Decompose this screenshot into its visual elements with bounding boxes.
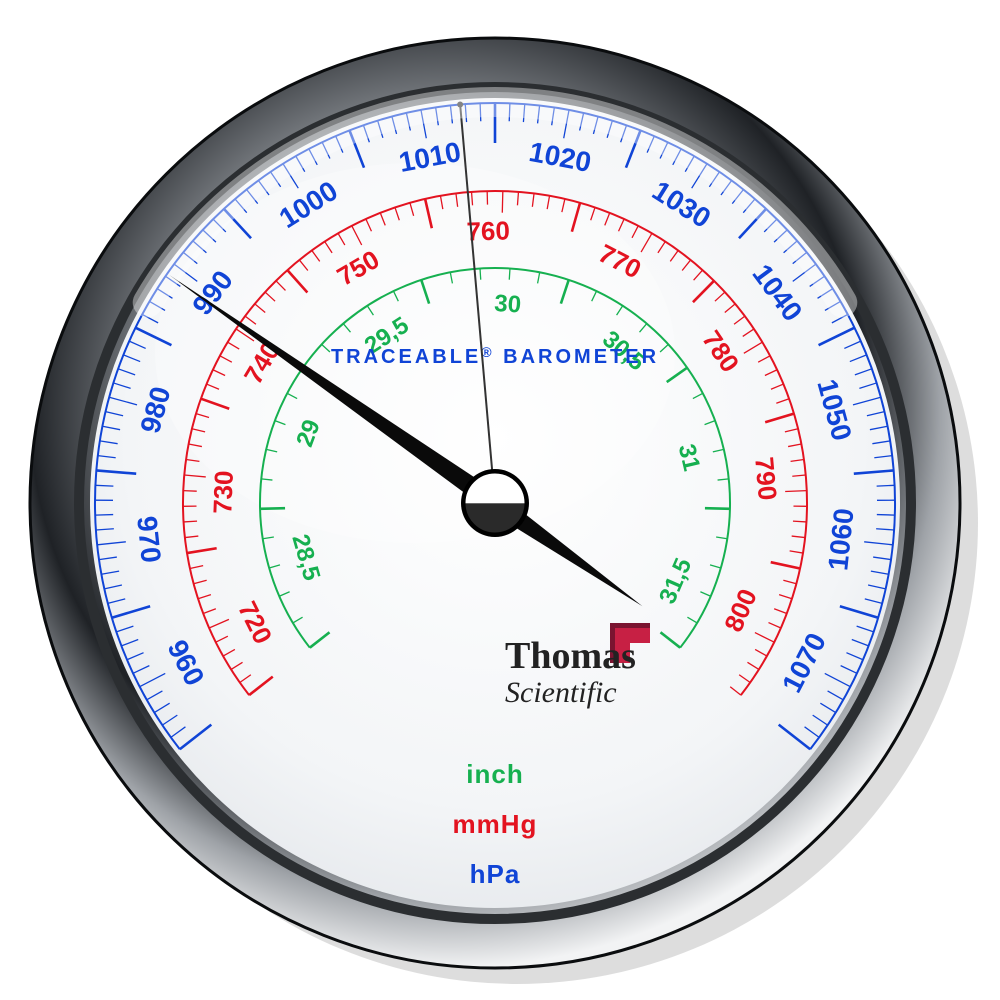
unit-hpa: hPa [470,859,521,889]
svg-text:Thomas: Thomas [505,635,636,677]
barometer-gauge: 9609709809901000101010201030104010501060… [0,0,1000,1000]
svg-text:30: 30 [494,290,522,319]
unit-inch: inch [466,759,523,789]
unit-mmhg: mmHg [453,809,538,839]
svg-text:730: 730 [207,470,239,515]
svg-text:970: 970 [131,515,167,565]
svg-text:Scientific: Scientific [505,676,617,709]
svg-text:790: 790 [749,456,783,502]
traceable-label: TRACEABLE® BAROMETER [331,344,659,368]
svg-text:1060: 1060 [822,507,859,572]
hub [465,473,525,533]
